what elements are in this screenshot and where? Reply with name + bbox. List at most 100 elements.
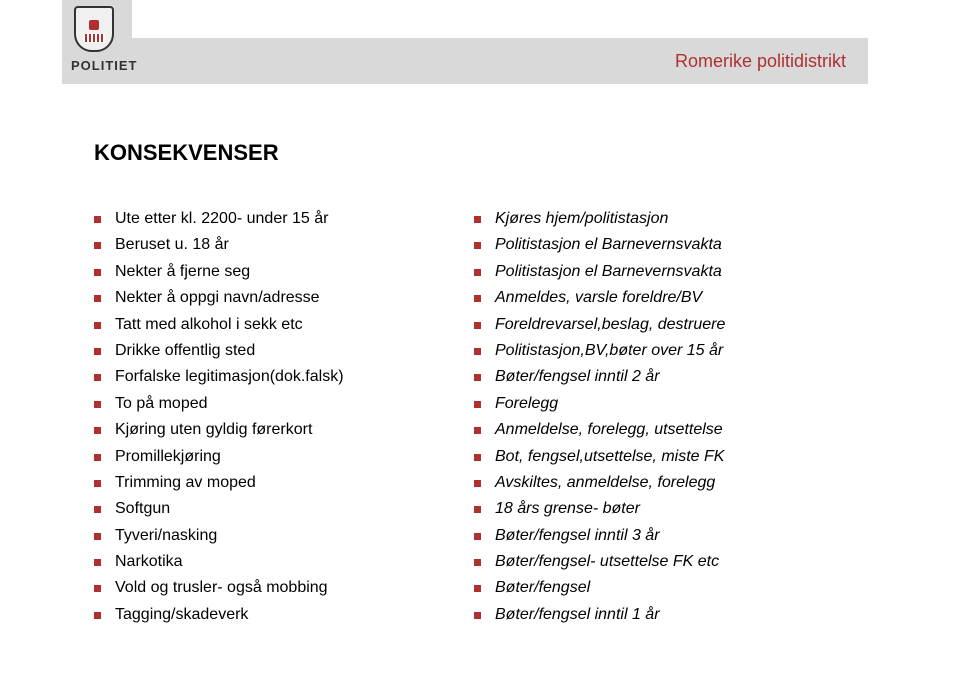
bullet-icon	[94, 506, 101, 513]
list-item-text: Trimming av moped	[115, 470, 454, 496]
left-list-item: Narkotika	[94, 549, 454, 575]
content-area: KONSEKVENSER Ute etter kl. 2200- under 1…	[94, 140, 894, 628]
list-item-text: Anmeldelse, forelegg, utsettelse	[495, 417, 854, 443]
list-item-text: Forfalske legitimasjon(dok.falsk)	[115, 364, 454, 390]
bullet-icon	[474, 322, 481, 329]
list-item-text: Politistasjon el Barnevernsvakta	[495, 259, 854, 285]
list-item-text: Ute etter kl. 2200- under 15 år	[115, 206, 454, 232]
left-list-item: Forfalske legitimasjon(dok.falsk)	[94, 364, 454, 390]
list-item-text: Beruset u. 18 år	[115, 232, 454, 258]
right-list-item: Foreldrevarsel,beslag, destruere	[474, 312, 854, 338]
bullet-icon	[94, 454, 101, 461]
list-item-text: Politistasjon,BV,bøter over 15 år	[495, 338, 854, 364]
logo-text: POLITIET	[71, 58, 138, 73]
list-item-text: Foreldrevarsel,beslag, destruere	[495, 312, 854, 338]
list-item-text: Bøter/fengsel inntil 1 år	[495, 602, 854, 628]
list-item-text: Bøter/fengsel- utsettelse FK etc	[495, 549, 854, 575]
bullet-icon	[474, 401, 481, 408]
list-item-text: Bot, fengsel,utsettelse, miste FK	[495, 444, 854, 470]
bullet-icon	[94, 401, 101, 408]
right-list-item: Politistasjon el Barnevernsvakta	[474, 259, 854, 285]
list-item-text: Politistasjon el Barnevernsvakta	[495, 232, 854, 258]
list-item-text: Tagging/skadeverk	[115, 602, 454, 628]
right-list-item: 18 års grense- bøter	[474, 496, 854, 522]
left-list-item: Nekter å fjerne seg	[94, 259, 454, 285]
right-list-item: Bøter/fengsel inntil 1 år	[474, 602, 854, 628]
left-list-item: To på moped	[94, 391, 454, 417]
right-list-item: Politistasjon el Barnevernsvakta	[474, 232, 854, 258]
bullet-icon	[474, 348, 481, 355]
list-item-text: Bøter/fengsel inntil 3 år	[495, 523, 854, 549]
right-list-item: Politistasjon,BV,bøter over 15 år	[474, 338, 854, 364]
bullet-icon	[94, 559, 101, 566]
columns-container: Ute etter kl. 2200- under 15 årBeruset u…	[94, 206, 894, 628]
slide-page: Romerike politidistrikt POLITIET KONSEKV…	[0, 0, 960, 698]
list-item-text: Nekter å oppgi navn/adresse	[115, 285, 454, 311]
left-list-item: Drikke offentlig sted	[94, 338, 454, 364]
list-item-text: Kjøres hjem/politistasjon	[495, 206, 854, 232]
bullet-icon	[474, 427, 481, 434]
police-shield-icon	[74, 6, 114, 52]
list-item-text: 18 års grense- bøter	[495, 496, 854, 522]
right-list-item: Anmeldelse, forelegg, utsettelse	[474, 417, 854, 443]
bullet-icon	[474, 480, 481, 487]
bullet-icon	[94, 216, 101, 223]
bullet-icon	[94, 533, 101, 540]
left-list: Ute etter kl. 2200- under 15 årBeruset u…	[94, 206, 454, 628]
list-item-text: Forelegg	[495, 391, 854, 417]
list-item-text: Bøter/fengsel inntil 2 år	[495, 364, 854, 390]
right-list-item: Bøter/fengsel inntil 3 år	[474, 523, 854, 549]
page-title: KONSEKVENSER	[94, 140, 894, 166]
bullet-icon	[474, 559, 481, 566]
left-list-item: Tagging/skadeverk	[94, 602, 454, 628]
left-list-item: Vold og trusler- også mobbing	[94, 575, 454, 601]
right-list-item: Bøter/fengsel- utsettelse FK etc	[474, 549, 854, 575]
list-item-text: Tatt med alkohol i sekk etc	[115, 312, 454, 338]
list-item-text: Kjøring uten gyldig førerkort	[115, 417, 454, 443]
list-item-text: Tyveri/nasking	[115, 523, 454, 549]
left-list-item: Nekter å oppgi navn/adresse	[94, 285, 454, 311]
left-list-item: Kjøring uten gyldig førerkort	[94, 417, 454, 443]
district-label: Romerike politidistrikt	[675, 51, 846, 72]
right-list-item: Bøter/fengsel	[474, 575, 854, 601]
right-list-item: Bot, fengsel,utsettelse, miste FK	[474, 444, 854, 470]
bullet-icon	[94, 585, 101, 592]
bullet-icon	[474, 269, 481, 276]
bullet-icon	[474, 585, 481, 592]
bullet-icon	[474, 374, 481, 381]
left-list-item: Ute etter kl. 2200- under 15 år	[94, 206, 454, 232]
list-item-text: Promillekjøring	[115, 444, 454, 470]
list-item-text: Narkotika	[115, 549, 454, 575]
bullet-icon	[94, 427, 101, 434]
right-list-item: Anmeldes, varsle foreldre/BV	[474, 285, 854, 311]
bullet-icon	[474, 533, 481, 540]
bullet-icon	[94, 348, 101, 355]
bullet-icon	[474, 612, 481, 619]
left-list-item: Promillekjøring	[94, 444, 454, 470]
header-banner: Romerike politidistrikt	[62, 38, 868, 84]
list-item-text: Vold og trusler- også mobbing	[115, 575, 454, 601]
left-list-item: Tatt med alkohol i sekk etc	[94, 312, 454, 338]
right-list: Kjøres hjem/politistasjonPolitistasjon e…	[474, 206, 854, 628]
left-list-item: Softgun	[94, 496, 454, 522]
bullet-icon	[474, 454, 481, 461]
bullet-icon	[94, 322, 101, 329]
bullet-icon	[94, 480, 101, 487]
bullet-icon	[474, 295, 481, 302]
list-item-text: Avskiltes, anmeldelse, forelegg	[495, 470, 854, 496]
list-item-text: To på moped	[115, 391, 454, 417]
right-list-item: Avskiltes, anmeldelse, forelegg	[474, 470, 854, 496]
right-list-item: Forelegg	[474, 391, 854, 417]
left-list-item: Tyveri/nasking	[94, 523, 454, 549]
bullet-icon	[94, 269, 101, 276]
list-item-text: Nekter å fjerne seg	[115, 259, 454, 285]
list-item-text: Drikke offentlig sted	[115, 338, 454, 364]
bullet-icon	[474, 216, 481, 223]
bullet-icon	[94, 374, 101, 381]
right-column: Kjøres hjem/politistasjonPolitistasjon e…	[474, 206, 854, 628]
left-column: Ute etter kl. 2200- under 15 årBeruset u…	[94, 206, 454, 628]
bullet-icon	[474, 242, 481, 249]
right-list-item: Bøter/fengsel inntil 2 år	[474, 364, 854, 390]
list-item-text: Softgun	[115, 496, 454, 522]
list-item-text: Anmeldes, varsle foreldre/BV	[495, 285, 854, 311]
